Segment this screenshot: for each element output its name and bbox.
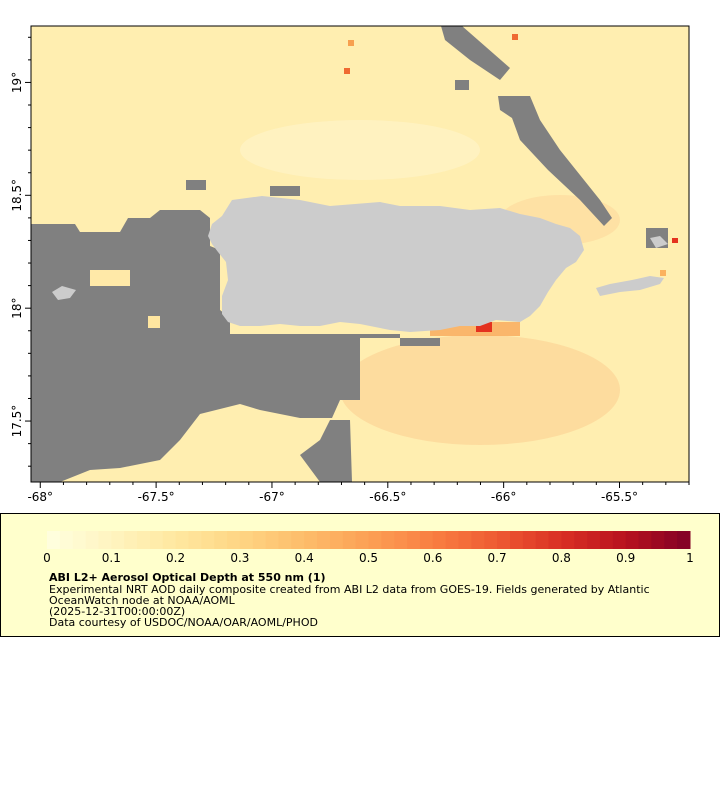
colorbar-cell	[625, 531, 640, 549]
map-figure: -68° -67.5° -67° -66.5° -66° -65.5° 19°18.5°1…	[10, 25, 690, 504]
lon-tick-label: -67°	[259, 490, 285, 504]
no-data-layer	[31, 26, 668, 482]
lat-tick-label: 17.5°	[10, 405, 24, 438]
colorbar-cell	[522, 531, 537, 549]
colorbar-cell	[458, 531, 472, 549]
colorbar-cell	[252, 531, 267, 549]
colorbar-cell	[484, 531, 498, 549]
lon-tick-label: -67.5°	[138, 490, 175, 504]
colorbar-label: 0.2	[166, 551, 185, 565]
colorbar-cell	[239, 531, 254, 549]
colorbar-label: 0	[43, 551, 51, 565]
colorbar-cell	[407, 531, 421, 549]
map-frame	[30, 25, 690, 483]
colorbar-cell	[664, 531, 678, 549]
colorbar-cell	[214, 531, 228, 549]
legend-description: Experimental NRT AOD daily composite cre…	[49, 583, 650, 607]
legend-credit: Data courtesy of USDOC/NOAA/OAR/AOML/PHO…	[49, 616, 318, 629]
land-layer	[52, 196, 668, 332]
colorbar-label: 0.8	[552, 551, 571, 565]
colorbar-cell	[72, 531, 87, 549]
colorbar-cell	[368, 531, 382, 549]
lon-tick-label: -65.5°	[601, 490, 638, 504]
puerto-rico-island	[208, 196, 584, 332]
colorbar-cell	[638, 531, 652, 549]
colorbar-cell	[291, 531, 305, 549]
colorbar: 0 0.1 0.2 0.3 0.4 0.5 0.6 0.7 0.8 0.9 1	[43, 531, 694, 565]
colorbar-label: 0.3	[230, 551, 249, 565]
colorbar-cell	[651, 531, 665, 549]
aod-patch	[90, 270, 130, 286]
legend-panel: 0 0.1 0.2 0.3 0.4 0.5 0.6 0.7 0.8 0.9 1 ABI L2+ Ae…	[0, 513, 720, 637]
colorbar-cell	[599, 531, 614, 549]
lat-tick-label: 18°	[10, 298, 24, 319]
colorbar-cell	[59, 531, 74, 549]
vieques-island	[596, 276, 664, 296]
colorbar-cell	[124, 531, 138, 549]
colorbar-cell	[317, 531, 331, 549]
colorbar-cell	[342, 531, 357, 549]
lat-tick-label: 19°	[10, 72, 24, 93]
colorbar-cell	[355, 531, 369, 549]
colorbar-cell	[265, 531, 279, 549]
colorbar-cell	[561, 531, 575, 549]
colorbar-cell	[201, 531, 215, 549]
colorbar-cells	[47, 531, 691, 549]
colorbar-cell	[587, 531, 601, 549]
lon-tick-label: -68°	[27, 490, 53, 504]
colorbar-cell	[304, 531, 318, 549]
colorbar-cell	[677, 531, 691, 549]
colorbar-cell	[137, 531, 151, 549]
colorbar-cell	[329, 531, 344, 549]
colorbar-cell	[535, 531, 550, 549]
culebra-island	[650, 236, 668, 248]
colorbar-cell	[278, 531, 292, 549]
colorbar-label: 0.1	[102, 551, 121, 565]
colorbar-label: 0.6	[423, 551, 442, 565]
colorbar-cell	[149, 531, 164, 549]
colorbar-cell	[612, 531, 627, 549]
colorbar-cell	[98, 531, 112, 549]
colorbar-labels: 0 0.1 0.2 0.3 0.4 0.5 0.6 0.7 0.8 0.9 1	[43, 551, 694, 565]
longitude-axis: -68° -67.5° -67° -66.5° -66° -65.5°	[27, 482, 690, 504]
lat-tick-label: 18.5°	[10, 179, 24, 212]
colorbar-cell	[381, 531, 395, 549]
colorbar-cell	[162, 531, 177, 549]
colorbar-cell	[47, 531, 61, 549]
colorbar-cell	[85, 531, 99, 549]
colorbar-cell	[548, 531, 562, 549]
colorbar-cell	[111, 531, 125, 549]
latitude-axis: 19° 18.5° 18° 17.5°	[10, 36, 31, 467]
colorbar-label: 0.9	[616, 551, 635, 565]
colorbar-cell	[188, 531, 202, 549]
colorbar-label: 1	[686, 551, 694, 565]
colorbar-cell	[471, 531, 485, 549]
colorbar-label: 0.5	[359, 551, 378, 565]
colorbar-cell	[432, 531, 447, 549]
legend-date: (2025-12-31T00:00:00Z)	[49, 605, 186, 618]
colorbar-label: 0.4	[295, 551, 314, 565]
colorbar-label: 0.7	[488, 551, 507, 565]
lon-tick-label: -66°	[491, 490, 517, 504]
mona-island	[52, 286, 76, 300]
colorbar-cell	[419, 531, 434, 549]
colorbar-cell	[497, 531, 511, 549]
colorbar-cell	[175, 531, 189, 549]
colorbar-cell	[509, 531, 524, 549]
colorbar-cell	[394, 531, 408, 549]
colorbar-cell	[227, 531, 241, 549]
legend-title: ABI L2+ Aerosol Optical Depth at 550 nm …	[49, 571, 326, 584]
aod-patch	[148, 316, 160, 328]
colorbar-cell	[445, 531, 460, 549]
lon-tick-label: -66.5°	[369, 490, 406, 504]
colorbar-cell	[574, 531, 588, 549]
